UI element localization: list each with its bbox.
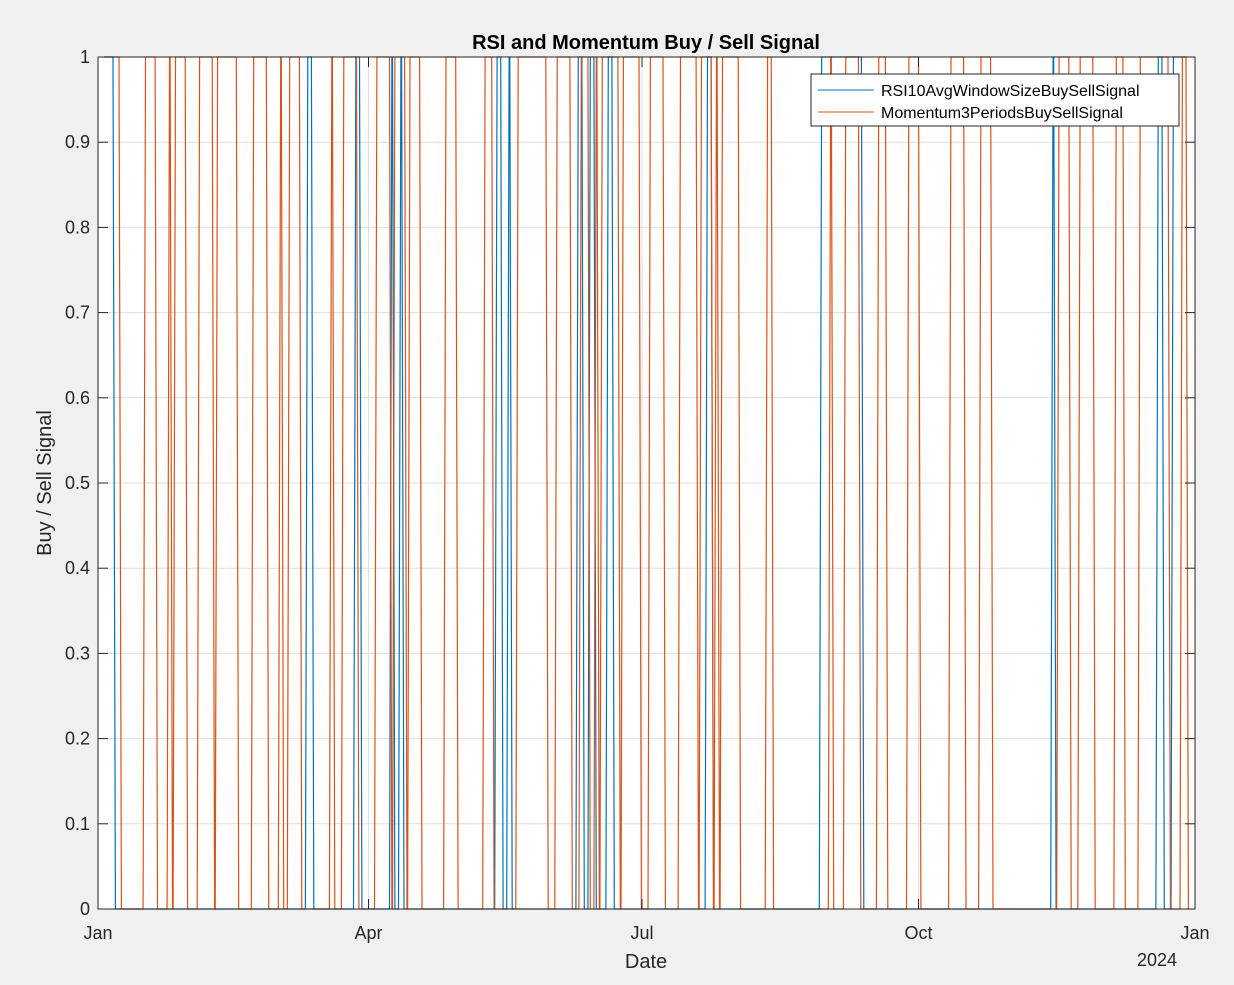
- x-axis-ticks: Jan Apr Jul Oct Jan: [83, 57, 1210, 943]
- legend-label-rsi: RSI10AvgWindowSizeBuySellSignal: [881, 83, 1140, 100]
- y-tick-label: 0.8: [65, 217, 90, 237]
- y-tick-label: 0.9: [65, 132, 90, 152]
- legend-box: [810, 73, 1180, 127]
- legend[interactable]: RSI10AvgWindowSizeBuySellSignal Momentum…: [810, 73, 1180, 127]
- y-tick-label: 0.3: [65, 643, 90, 663]
- chart-title: RSI and Momentum Buy / Sell Signal: [472, 32, 820, 54]
- y-tick-label: 0.6: [65, 388, 90, 408]
- x-axis-label: Date: [625, 951, 667, 973]
- x-tick-label: Jan: [83, 923, 112, 943]
- y-tick-label: 0.5: [65, 473, 90, 493]
- y-tick-label: 0.4: [65, 558, 90, 578]
- x-tick-label: Apr: [354, 923, 382, 943]
- x-tick-label: Oct: [904, 923, 932, 943]
- legend-label-momentum: Momentum3PeriodsBuySellSignal: [881, 105, 1123, 122]
- x-tick-label: Jan: [1180, 923, 1209, 943]
- y-axis-label: Buy / Sell Signal: [34, 410, 56, 556]
- x-tick-label: Jul: [630, 923, 653, 943]
- momentum-signal-line: [104, 56, 1190, 910]
- y-tick-label: 0: [80, 899, 90, 919]
- y-axis-ticks: 0 0.1 0.2 0.3 0.4 0.5 0.6 0.7 0.8 0.9 1: [65, 47, 1195, 919]
- x-axis-secondary-label: 2024: [1137, 950, 1177, 970]
- y-tick-label: 0.7: [65, 303, 90, 323]
- y-tick-label: 0.2: [65, 729, 90, 749]
- y-tick-label: 0.1: [65, 814, 90, 834]
- y-tick-label: 1: [80, 47, 90, 67]
